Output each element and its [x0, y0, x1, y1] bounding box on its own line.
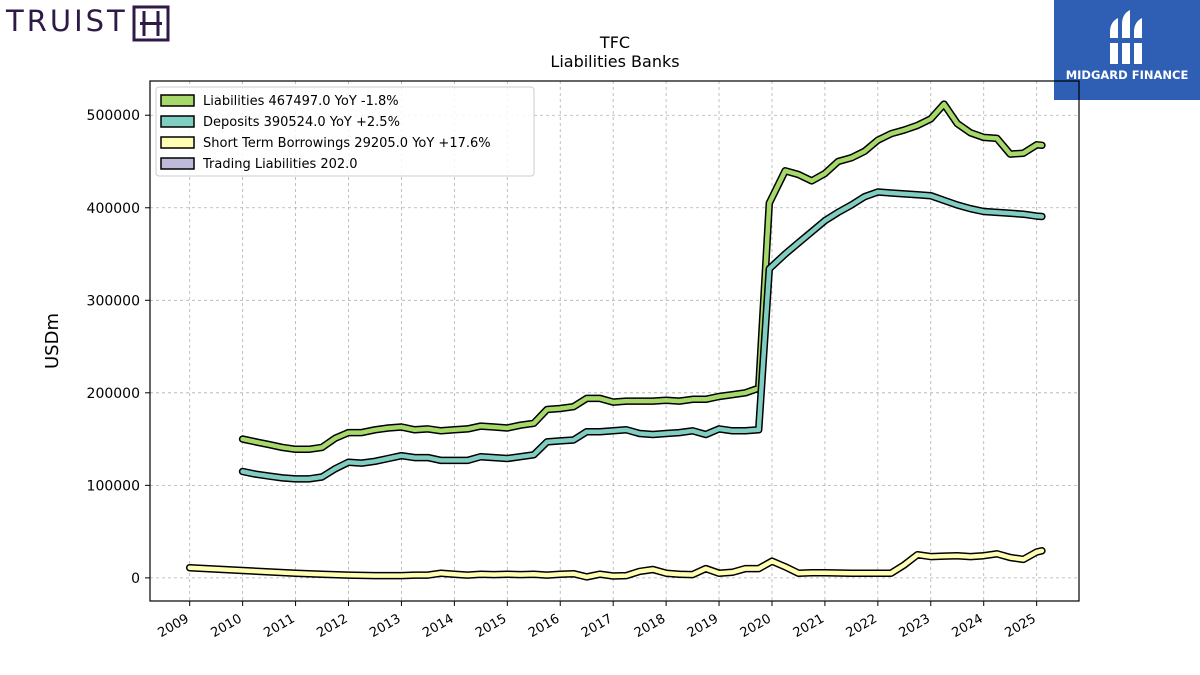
truist-logo: TRUIST: [0, 0, 180, 48]
x-tick-label: 2011: [261, 611, 297, 641]
x-tick-label: 2014: [420, 611, 456, 641]
x-tick-label: 2016: [526, 611, 562, 641]
y-axis-label: USDm: [42, 313, 63, 369]
x-tick-label: 2015: [473, 611, 509, 641]
y-tick-label: 100000: [87, 478, 140, 494]
series-lines: [185, 100, 1046, 581]
legend-swatch-1: [160, 115, 195, 128]
truist-wordmark: TRUIST: [6, 4, 128, 38]
x-tick-label: 2012: [314, 611, 350, 641]
x-tick-label: 2025: [1002, 611, 1038, 641]
x-tick-label: 2013: [367, 611, 403, 641]
midgard-wordmark: MIDGARD FINANCE: [1065, 68, 1189, 82]
y-tick-label: 300000: [87, 293, 140, 309]
legend: Liabilities 467497.0 YoY -1.8% Deposits 3…: [155, 86, 535, 177]
x-tick-label: 2024: [950, 611, 986, 641]
y-axis-ticks: 0 100000 200000 300000 400000 500000: [87, 108, 150, 587]
legend-entry-1: Deposits 390524.0 YoY +2.5%: [203, 115, 400, 130]
chart-title: TFC: [599, 33, 630, 52]
chart-subtitle: Liabilities Banks: [550, 52, 679, 71]
y-tick-label: 200000: [87, 386, 140, 402]
x-tick-label: 2009: [156, 611, 192, 641]
legend-swatch-2: [160, 136, 195, 149]
x-tick-label: 2022: [844, 611, 880, 641]
x-axis-ticks: 2009 2010 2011 2012 2013 2014 2015 2016 2017 2018…: [156, 601, 1039, 641]
legend-box: [155, 86, 535, 177]
x-tick-label: 2023: [897, 611, 933, 641]
legend-entry-2: Short Term Borrowings 29205.0 YoY +17.6%: [203, 136, 491, 151]
legend-swatch-0: [160, 94, 195, 107]
x-tick-label: 2019: [685, 611, 721, 641]
legend-swatch-3: [160, 157, 195, 170]
plot-frame: [149, 80, 1080, 602]
x-tick-label: 2020: [738, 611, 774, 641]
x-tick-label: 2017: [579, 611, 615, 641]
legend-entry-0: Liabilities 467497.0 YoY -1.8%: [203, 94, 399, 109]
legend-entry-3: Trading Liabilities 202.0: [202, 157, 358, 172]
truist-emblem-icon: [132, 5, 170, 42]
series-line-1: [240, 189, 1045, 482]
y-tick-label: 0: [131, 571, 140, 587]
midgard-emblem-icon: [1108, 10, 1144, 64]
x-tick-label: 2010: [208, 611, 244, 641]
series-line-2: [187, 548, 1045, 580]
x-tick-label: 2018: [632, 611, 668, 641]
midgard-finance-logo: MIDGARD FINANCE: [1054, 0, 1200, 100]
series-line-0: [240, 101, 1045, 452]
y-tick-label: 400000: [87, 201, 140, 217]
y-tick-label: 500000: [87, 108, 140, 124]
x-tick-label: 2021: [791, 611, 827, 641]
